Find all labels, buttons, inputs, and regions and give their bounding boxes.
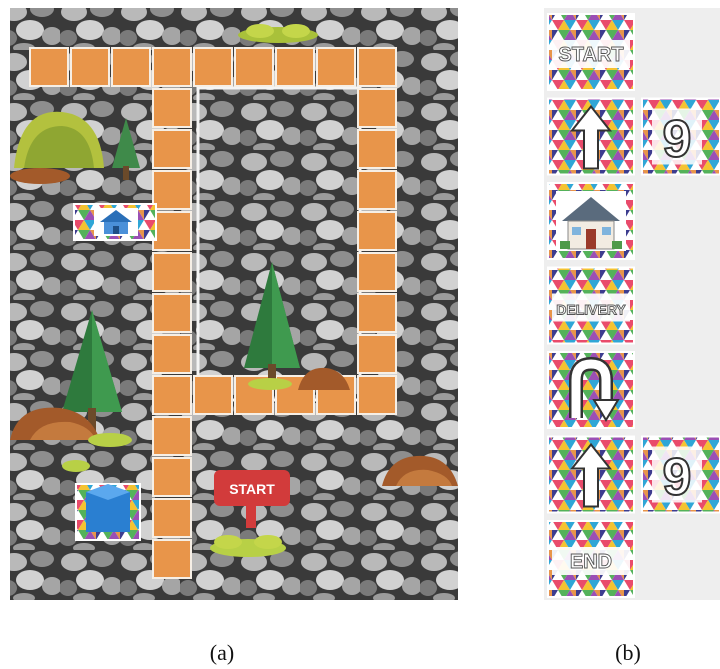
path-tile bbox=[357, 293, 397, 333]
dirt-mound-icon bbox=[10, 407, 100, 440]
u-turn-icon bbox=[569, 356, 620, 422]
path-tile bbox=[357, 47, 397, 87]
house-icon bbox=[556, 191, 626, 251]
path-tile bbox=[29, 47, 69, 87]
card-start-card: START bbox=[547, 13, 635, 91]
path-tile bbox=[152, 211, 192, 251]
tree-icon bbox=[112, 118, 140, 180]
card-arrow-up-icon bbox=[547, 97, 635, 176]
path-tile bbox=[357, 375, 397, 415]
panel-a-board: START bbox=[10, 8, 458, 600]
card-arrow-up-icon bbox=[547, 435, 635, 514]
path-tile bbox=[152, 170, 192, 210]
path-tile bbox=[152, 539, 192, 579]
arrow-up-icon bbox=[569, 442, 613, 508]
path-tile bbox=[152, 47, 192, 87]
start-sign-label: START bbox=[229, 481, 275, 497]
parcel-tile bbox=[75, 483, 141, 541]
path-tile bbox=[357, 211, 397, 251]
path-tile bbox=[152, 88, 192, 128]
dirt-mound-icon bbox=[382, 455, 458, 486]
dirt-mound-icon bbox=[298, 367, 350, 390]
card-delivery-card: DELIVERY bbox=[547, 266, 635, 345]
path-tile bbox=[275, 47, 315, 87]
caption-a: (a) bbox=[210, 640, 234, 665]
path-tile bbox=[152, 457, 192, 497]
path-tile bbox=[152, 498, 192, 538]
house-tile bbox=[73, 203, 157, 241]
caption-b: (b) bbox=[615, 640, 641, 665]
path-tile bbox=[152, 416, 192, 456]
start-sign: START bbox=[210, 470, 290, 557]
path-tile bbox=[193, 47, 233, 87]
path-tile bbox=[152, 129, 192, 169]
card-label: END bbox=[570, 551, 612, 573]
panel-b-cards: START 9 DELIVERY 9 END bbox=[544, 8, 720, 600]
path-tile bbox=[357, 88, 397, 128]
card-end-card: END bbox=[547, 520, 635, 598]
path-tile bbox=[316, 47, 356, 87]
grass-icon bbox=[62, 433, 132, 472]
grass-icon bbox=[238, 24, 318, 43]
path-tile bbox=[357, 334, 397, 374]
path-tile bbox=[152, 293, 192, 333]
path-tile bbox=[357, 170, 397, 210]
card-sequence: START 9 DELIVERY 9 END bbox=[547, 13, 720, 598]
arrow-up-icon bbox=[569, 104, 613, 170]
path-tile bbox=[357, 129, 397, 169]
card-u-turn-icon bbox=[547, 351, 635, 429]
card-label: DELIVERY bbox=[556, 302, 626, 318]
path-tile bbox=[152, 252, 192, 292]
path-tile bbox=[70, 47, 110, 87]
path-tile bbox=[152, 375, 192, 415]
parameter-value: 9 bbox=[663, 111, 692, 169]
bush-icon bbox=[10, 111, 104, 184]
path-tile bbox=[234, 47, 274, 87]
card-label: START bbox=[558, 44, 623, 66]
path-tile bbox=[357, 252, 397, 292]
parameter-card: 9 bbox=[641, 435, 720, 514]
path-tiles bbox=[29, 47, 397, 579]
card-house-icon bbox=[547, 182, 635, 260]
path-tile bbox=[193, 375, 233, 415]
parameter-value: 9 bbox=[663, 449, 692, 507]
parameter-card: 9 bbox=[641, 97, 720, 176]
path-tile bbox=[152, 334, 192, 374]
tree-icon bbox=[62, 310, 122, 432]
tree-icon bbox=[244, 262, 300, 390]
path-tile bbox=[111, 47, 151, 87]
